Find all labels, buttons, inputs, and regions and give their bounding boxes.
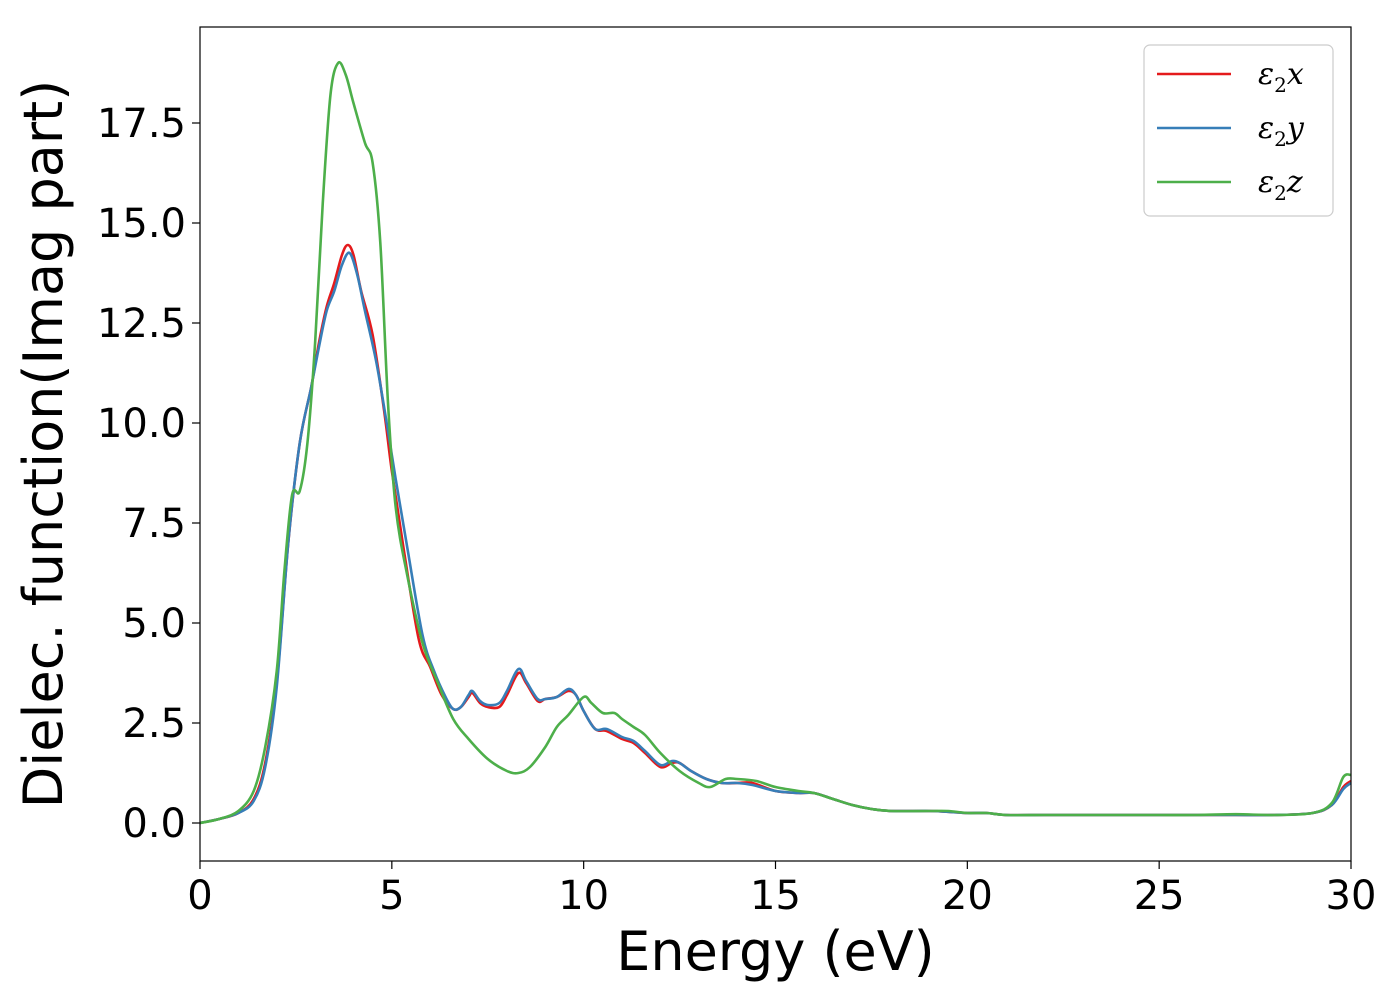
y-axis-title: Dielec. function(Imag part) — [12, 80, 75, 809]
ticks-layer: 0 5 10 15 20 25 30 0.0 2.5 5.0 7.5 10.0 12.5 15.0 17.5 — [97, 101, 1377, 919]
x-tick-label: 15 — [750, 873, 801, 919]
y-tick-label: 17.5 — [97, 101, 186, 147]
legend-label-x: ε2x — [1258, 57, 1304, 97]
y-tick-label: 0.0 — [122, 801, 186, 847]
y-tick-label: 15.0 — [97, 201, 186, 247]
legend: ε2x ε2y ε2z — [1143, 44, 1334, 217]
legend-label-y: ε2y — [1258, 111, 1305, 151]
x-tick-label: 20 — [942, 873, 993, 919]
x-tick-label: 10 — [558, 873, 609, 919]
y-tick-label: 10.0 — [97, 401, 186, 447]
series-line-x — [200, 243, 1351, 825]
x-tick-label: 30 — [1326, 873, 1377, 919]
x-tick-label: 5 — [379, 873, 404, 919]
x-tick-label: 25 — [1134, 873, 1185, 919]
y-tick-label: 5.0 — [122, 601, 186, 647]
lines-layer — [200, 60, 1351, 825]
legend-box — [1143, 44, 1334, 217]
y-tick-label: 7.5 — [122, 501, 186, 547]
x-axis-title: Energy (eV) — [616, 920, 935, 983]
series-line-z — [200, 60, 1351, 825]
y-tick-label: 2.5 — [122, 701, 186, 747]
x-tick-label: 0 — [187, 873, 212, 919]
y-tick-label: 12.5 — [97, 301, 186, 347]
legend-label-z: ε2z — [1258, 165, 1303, 205]
